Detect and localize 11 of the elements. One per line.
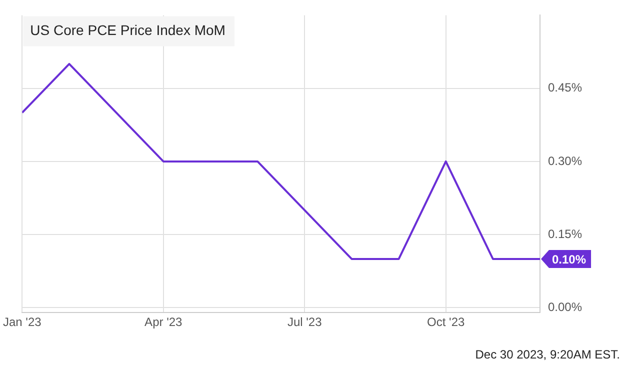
text: Dec 30 2023, 9:20AM EST. xyxy=(475,347,620,362)
y-tick-label: 0.30% xyxy=(548,154,582,168)
x-tick-label: Oct '23 xyxy=(427,315,465,330)
text: US Core PCE Price Index MoM xyxy=(30,22,226,38)
x-tick-label: Apr '23 xyxy=(144,315,183,330)
y-tick-label: 0.00% xyxy=(548,300,582,314)
y-tick-label: 0.15% xyxy=(548,226,582,241)
data-label: 0.10% xyxy=(552,252,586,266)
x-tick-label: Jul '23 xyxy=(287,315,322,330)
y-tick-label: 0.45% xyxy=(548,80,582,95)
x-tick-label: Jan '23 xyxy=(2,315,42,330)
